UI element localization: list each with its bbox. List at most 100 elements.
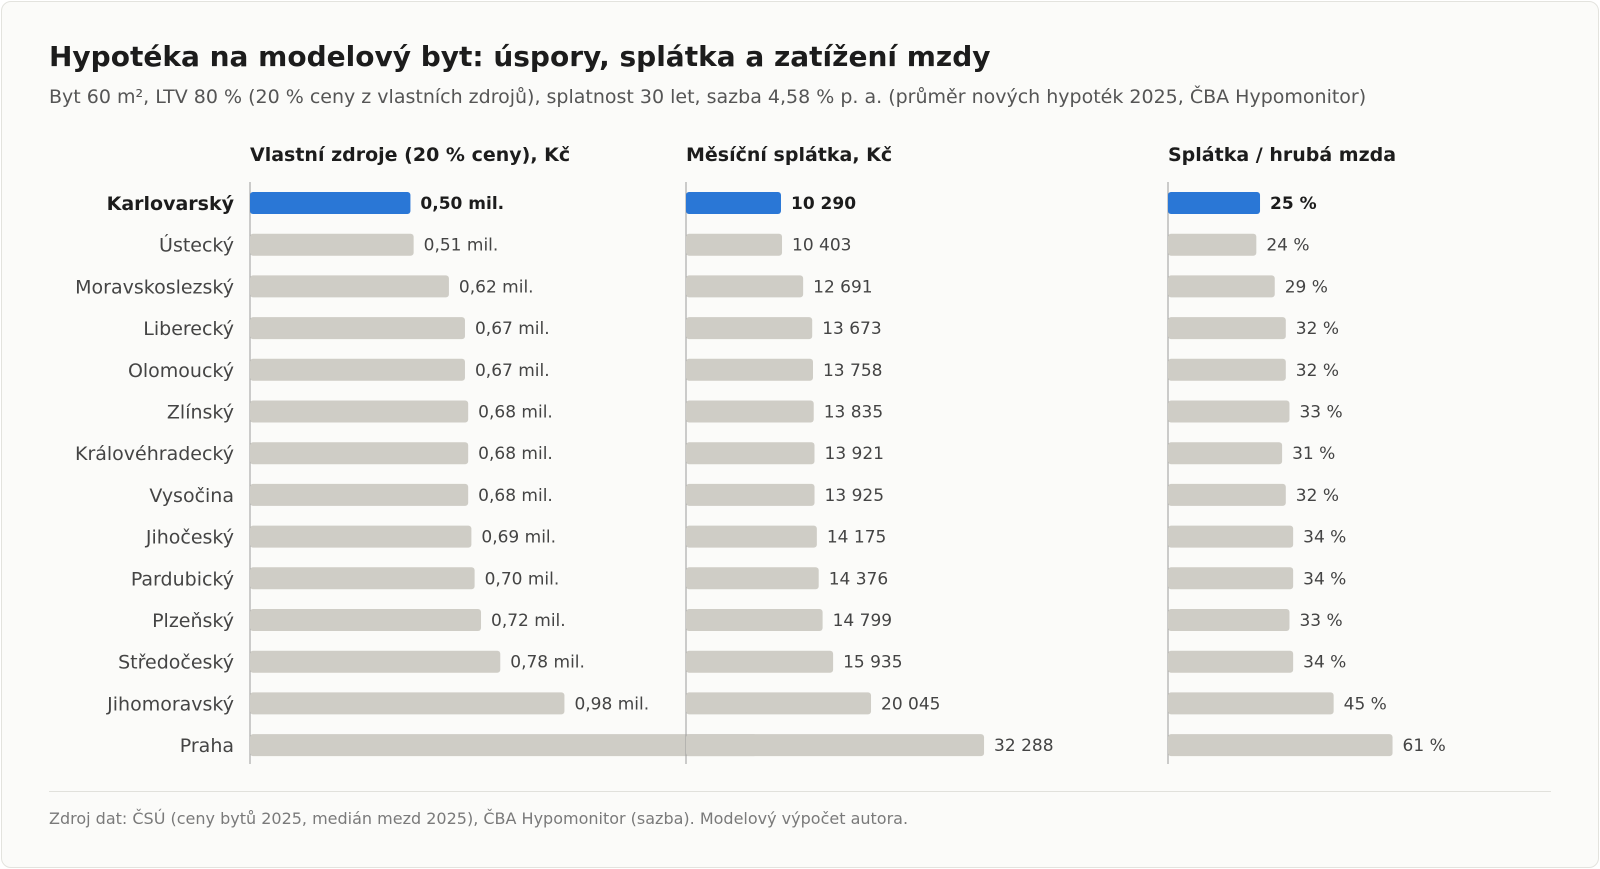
category-label: Královéhradecký <box>75 443 234 465</box>
value-label: 31 % <box>1292 444 1335 464</box>
bar <box>250 400 469 423</box>
value-label: 13 835 <box>824 403 883 423</box>
value-label: 32 % <box>1296 486 1339 506</box>
panel-title: Vlastní zdroje (20 % ceny), Kč <box>250 144 570 166</box>
category-label: Jihomoravský <box>106 693 234 715</box>
bar <box>250 275 449 298</box>
category-label: Praha <box>180 735 234 757</box>
bar <box>686 233 783 256</box>
value-label: 13 758 <box>823 361 882 381</box>
bar <box>1168 275 1275 298</box>
category-label: Olomoucký <box>128 360 234 382</box>
bar <box>250 650 501 673</box>
bar <box>1168 317 1286 340</box>
bar <box>1168 483 1286 506</box>
panel-title: Měsíční splátka, Kč <box>686 144 892 166</box>
bar <box>686 650 834 673</box>
value-label: 0,67 mil. <box>475 361 550 381</box>
bar <box>1168 400 1290 423</box>
bar <box>1168 609 1290 631</box>
bar <box>250 609 482 631</box>
bar <box>250 192 411 214</box>
category-label: Pardubický <box>131 568 234 590</box>
value-label: 10 290 <box>791 194 856 214</box>
value-label: 12 691 <box>813 277 872 297</box>
category-label: Jihočeský <box>145 527 234 549</box>
bar <box>1168 567 1294 590</box>
bar <box>686 275 804 298</box>
value-label: 0,68 mil. <box>478 403 553 423</box>
footer-divider <box>49 791 1551 792</box>
source-note: Zdroj dat: ČSÚ (ceny bytů 2025, medián m… <box>49 809 909 828</box>
value-label: 25 % <box>1270 194 1317 214</box>
bar <box>1168 233 1257 256</box>
category-label: Vysočina <box>149 485 234 507</box>
value-label: 0,67 mil. <box>475 319 550 339</box>
chart-title: Hypotéka na modelový byt: úspory, splátk… <box>49 40 991 73</box>
value-label: 0,68 mil. <box>478 444 553 464</box>
value-label: 0,69 mil. <box>481 528 556 548</box>
value-label: 13 673 <box>822 319 881 339</box>
panel-title: Splátka / hrubá mzda <box>1168 144 1396 166</box>
bar <box>686 192 781 214</box>
value-label: 0,62 mil. <box>459 277 534 297</box>
bar <box>250 317 465 340</box>
category-label: Středočeský <box>118 652 234 674</box>
value-label: 14 175 <box>827 528 886 548</box>
value-label: 0,78 mil. <box>510 653 585 673</box>
bar <box>686 609 823 631</box>
category-label: Karlovarský <box>107 193 235 215</box>
category-label: Plzeňský <box>152 610 234 632</box>
bar <box>250 483 469 506</box>
value-label: 34 % <box>1303 653 1346 673</box>
bar <box>1168 525 1294 548</box>
value-label: 32 288 <box>994 736 1053 756</box>
value-label: 0,50 mil. <box>420 194 504 214</box>
value-label: 32 % <box>1296 361 1339 381</box>
bar <box>686 692 872 715</box>
bar <box>1168 692 1334 715</box>
value-label: 15 935 <box>843 653 902 673</box>
value-label: 33 % <box>1299 403 1342 423</box>
bar <box>250 734 757 757</box>
bar <box>250 442 469 465</box>
value-label: 34 % <box>1303 528 1346 548</box>
bar <box>686 525 817 548</box>
bar <box>1168 442 1283 465</box>
bar <box>1168 650 1294 673</box>
category-label: Ústecký <box>159 233 234 257</box>
bar <box>250 233 414 256</box>
bar <box>686 567 819 590</box>
value-label: 13 921 <box>825 444 884 464</box>
bar <box>250 525 472 548</box>
value-label: 0,68 mil. <box>478 486 553 506</box>
chart-subtitle: Byt 60 m², LTV 80 % (20 % ceny z vlastní… <box>49 86 1367 108</box>
category-label: Liberecký <box>143 318 234 340</box>
category-label: Moravskoslezský <box>75 276 234 298</box>
bar <box>1168 358 1286 381</box>
bar <box>1168 192 1261 214</box>
value-label: 61 % <box>1403 736 1446 756</box>
value-label: 0,51 mil. <box>424 236 499 256</box>
value-label: 45 % <box>1344 694 1387 714</box>
bar <box>686 442 815 465</box>
bar <box>686 483 815 506</box>
value-label: 0,72 mil. <box>491 611 566 631</box>
value-label: 29 % <box>1285 277 1328 297</box>
bar <box>686 400 814 423</box>
value-label: 14 799 <box>833 611 892 631</box>
bar <box>250 358 465 381</box>
value-label: 13 925 <box>825 486 884 506</box>
value-label: 34 % <box>1303 569 1346 589</box>
bar <box>250 692 565 715</box>
bar <box>686 734 985 757</box>
value-label: 24 % <box>1266 236 1309 256</box>
bar <box>686 317 813 340</box>
value-label: 0,98 mil. <box>574 694 649 714</box>
category-label: Zlínský <box>167 402 234 424</box>
value-label: 10 403 <box>792 236 851 256</box>
bar <box>1168 734 1393 757</box>
value-label: 33 % <box>1299 611 1342 631</box>
